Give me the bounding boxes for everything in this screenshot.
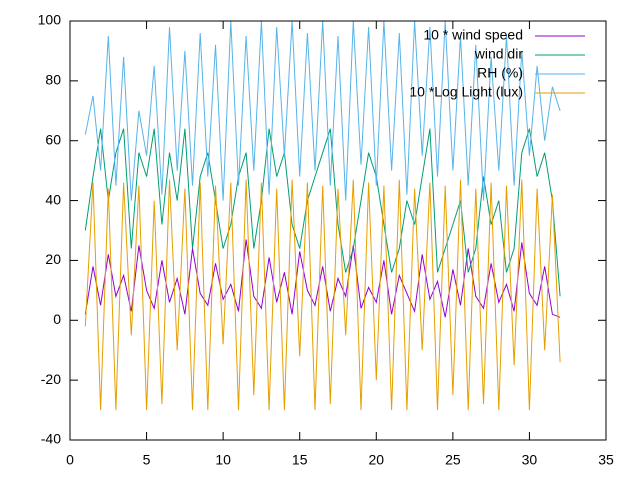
- legend-label: wind dir: [474, 46, 524, 62]
- x-tick-label: 35: [598, 452, 614, 468]
- legend-item: 10 * wind speed: [423, 27, 585, 43]
- legend-item: 10 *Log Light (lux): [409, 84, 585, 100]
- x-tick-label: 25: [445, 452, 461, 468]
- y-tick-label: 20: [45, 251, 61, 267]
- x-tick-label: 10: [215, 452, 231, 468]
- series-line: [84, 179, 561, 411]
- legend-item: wind dir: [474, 46, 585, 62]
- y-tick-label: -20: [41, 371, 61, 387]
- y-tick-label: 100: [38, 12, 62, 28]
- y-tick-label: -40: [41, 431, 61, 447]
- legend-label: 10 *Log Light (lux): [409, 84, 523, 100]
- y-tick-label: 40: [45, 191, 61, 207]
- legend-label: 10 * wind speed: [423, 27, 523, 43]
- series-line: [84, 128, 561, 297]
- y-tick-label: 60: [45, 131, 61, 147]
- x-tick-label: 0: [66, 452, 74, 468]
- legend-item: RH (%): [477, 65, 585, 81]
- x-tick-label: 5: [143, 452, 151, 468]
- legend-label: RH (%): [477, 65, 523, 81]
- y-tick-label: 80: [45, 72, 61, 88]
- x-tick-label: 30: [522, 452, 538, 468]
- x-tick-label: 15: [292, 452, 308, 468]
- plot-border: [69, 20, 607, 441]
- series-line: [84, 239, 561, 318]
- y-tick-label: 0: [53, 311, 61, 327]
- x-tick-label: 20: [368, 452, 384, 468]
